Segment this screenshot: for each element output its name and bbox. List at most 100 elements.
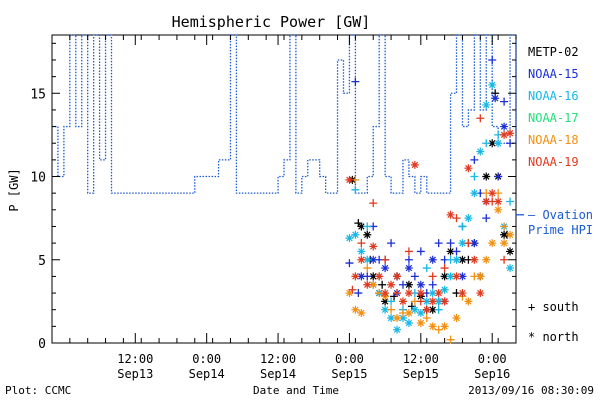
point-noaa-18-north — [452, 314, 461, 323]
point-noaa-15-north — [416, 280, 425, 289]
point-noaa-19-north — [440, 297, 449, 306]
point-noaa-16-south — [422, 264, 431, 273]
point-noaa-19-north — [428, 297, 437, 306]
x-axis-label: Date and Time — [253, 384, 339, 397]
point-noaa-19-north — [351, 272, 360, 281]
point-noaa-16-south — [434, 305, 443, 314]
legend-item-metp-02: METP-02 — [528, 45, 579, 59]
point-noaa-19-north — [488, 189, 497, 198]
point-noaa-18-north — [506, 230, 515, 239]
point-noaa-16-south — [482, 139, 491, 148]
point-noaa-19-north — [410, 160, 419, 169]
point-noaa-19-north — [345, 175, 354, 184]
point-metp-02-north — [363, 230, 372, 239]
point-noaa-19-north — [375, 272, 384, 281]
point-noaa-16-north — [422, 297, 431, 306]
point-noaa-19-south — [381, 255, 390, 264]
point-metp-02-north — [482, 172, 491, 181]
point-noaa-16-south — [446, 255, 455, 264]
y-tick-label: 0 — [38, 337, 46, 352]
axes-layer: 05101512:00Sep130:00Sep1412:00Sep140:00S… — [30, 35, 517, 381]
y-axis-label: P [GW] — [7, 168, 21, 211]
point-noaa-15-south — [416, 247, 425, 256]
point-noaa-18-north — [464, 297, 473, 306]
point-noaa-16-north — [416, 309, 425, 318]
point-noaa-19-north — [476, 289, 485, 298]
point-noaa-19-south — [357, 239, 366, 248]
point-noaa-19-north — [494, 197, 503, 206]
point-noaa-15-south — [345, 259, 354, 268]
y-tick-label: 10 — [30, 171, 46, 186]
point-metp-02-north — [381, 297, 390, 306]
legend-item-noaa-18: NOAA-18 — [528, 133, 579, 147]
point-noaa-18-south — [500, 222, 509, 231]
point-noaa-15-south — [452, 247, 461, 256]
point-noaa-19-south — [500, 255, 509, 264]
point-metp-02-north — [404, 280, 413, 289]
point-noaa-18-north — [488, 239, 497, 248]
point-noaa-15-south — [434, 239, 443, 248]
legend-item-noaa-17: NOAA-17 — [528, 111, 579, 125]
chart-title: Hemispheric Power [GW] — [172, 13, 371, 31]
point-noaa-18-north — [500, 239, 509, 248]
point-noaa-15-south — [470, 155, 479, 164]
point-noaa-16-south — [351, 185, 360, 194]
x-tick-label-time: 12:00 — [403, 352, 439, 366]
point-noaa-18-north — [482, 255, 491, 264]
point-noaa-16-south — [506, 197, 515, 206]
point-metp-02-north — [446, 247, 455, 256]
point-noaa-18-south — [470, 272, 479, 281]
y-tick-label: 5 — [38, 254, 46, 269]
point-noaa-16-north — [506, 264, 515, 273]
point-noaa-19-north — [393, 272, 402, 281]
point-noaa-18-south — [446, 335, 455, 344]
point-noaa-16-south — [387, 297, 396, 306]
legend-ovation-label: Prime HPI — [528, 223, 593, 237]
point-noaa-16-north — [345, 234, 354, 243]
ovation-hpi-layer — [52, 34, 517, 194]
point-noaa-15-south — [482, 214, 491, 223]
point-noaa-15-south — [354, 289, 363, 298]
legend: METP-02 NOAA-15 NOAA-16 NOAA-17 NOAA-18 NOAA-… — [516, 45, 593, 344]
point-noaa-16-south — [458, 222, 467, 231]
point-noaa-18-south — [387, 305, 396, 314]
point-noaa-19-north — [470, 255, 479, 264]
point-noaa-15-south — [387, 239, 396, 248]
point-noaa-18-north — [369, 280, 378, 289]
point-noaa-19-south — [369, 199, 378, 208]
point-metp-02-north — [357, 222, 366, 231]
footer-timestamp: 2013/09/16 08:30:09 — [468, 384, 594, 397]
y-tick-label: 15 — [30, 87, 46, 102]
point-noaa-16-north — [464, 214, 473, 223]
x-tick-label-date: Sep16 — [474, 367, 510, 381]
point-noaa-15-south — [398, 280, 407, 289]
point-noaa-16-north — [381, 305, 390, 314]
point-noaa-19-north — [369, 242, 378, 251]
point-noaa-15-north — [369, 255, 378, 264]
point-noaa-19-north — [387, 280, 396, 289]
point-metp-02-north — [458, 255, 467, 264]
point-noaa-19-north — [416, 289, 425, 298]
point-noaa-19-south — [464, 239, 473, 248]
point-noaa-15-north — [500, 122, 509, 131]
x-tick-label-date: Sep15 — [403, 367, 439, 381]
data-points-layer — [345, 55, 515, 344]
point-noaa-19-north — [506, 129, 515, 138]
point-noaa-19-north — [363, 280, 372, 289]
point-noaa-19-south — [476, 114, 485, 123]
point-noaa-19-south — [440, 264, 449, 273]
point-noaa-19-north — [381, 289, 390, 298]
point-metp-02-north — [428, 305, 437, 314]
point-noaa-15-north — [404, 264, 413, 273]
point-noaa-15-south — [446, 239, 455, 248]
point-noaa-15-north — [381, 264, 390, 273]
point-noaa-19-south — [348, 285, 357, 294]
point-noaa-18-north — [440, 322, 449, 331]
point-metp-02-north — [440, 272, 449, 281]
point-noaa-19-south — [488, 197, 497, 206]
point-noaa-16-north — [476, 147, 485, 156]
x-tick-label-time: 0:00 — [335, 352, 364, 366]
point-noaa-15-north — [491, 94, 500, 103]
point-noaa-19-north — [404, 289, 413, 298]
